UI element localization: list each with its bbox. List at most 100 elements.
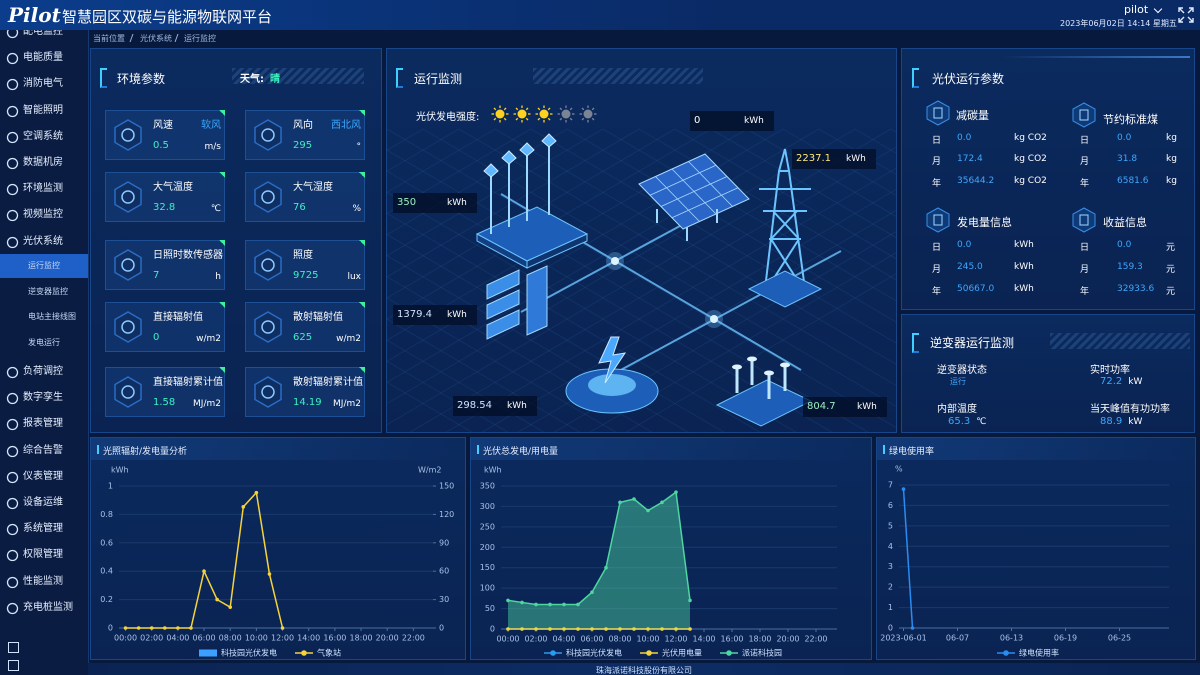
- card-name: 直接辐射值: [153, 312, 203, 323]
- menu-item[interactable]: 数字孪生: [23, 392, 63, 404]
- x-tick-label: 08:00: [219, 634, 242, 643]
- menu-item[interactable]: 智能照明: [23, 104, 63, 116]
- icon-hexagon: [926, 207, 950, 233]
- sidebar-tool: [8, 642, 19, 653]
- submenu-item[interactable]: 发电运行: [28, 338, 60, 348]
- param-unit: kg: [1166, 133, 1177, 143]
- intensity-label: 光伏发电强度:: [416, 112, 480, 123]
- x-tick-label: 14:00: [297, 634, 320, 643]
- card-unit: lux: [347, 272, 361, 282]
- menu-item[interactable]: 系统管理: [23, 523, 63, 535]
- menu-item[interactable]: 空调系统: [23, 130, 63, 142]
- icon-hexagon: [114, 119, 142, 151]
- menu-item[interactable]: 消防电气: [23, 78, 63, 90]
- menu-item[interactable]: 负荷调控: [23, 366, 63, 377]
- menu-item[interactable]: 综合告警: [23, 444, 63, 456]
- y-axis-label: kWh: [484, 466, 502, 475]
- param-unit: kg CO2: [1014, 154, 1047, 164]
- chart-title: 光伏总发电/用电量: [483, 447, 559, 457]
- y-tick-label: 1: [888, 603, 893, 612]
- sidebar: [0, 30, 89, 675]
- group-icon: [926, 100, 950, 126]
- y-tick-label: 50: [485, 604, 495, 613]
- icon-hexagon: [926, 100, 950, 126]
- menu-item[interactable]: 电能质量: [23, 52, 63, 64]
- menu-item[interactable]: 视频监控: [23, 209, 63, 221]
- icon-hexagon: [254, 119, 282, 151]
- menu-item[interactable]: 报表管理: [23, 418, 63, 430]
- diagram-grid: [387, 318, 581, 432]
- card-value: 32.8: [153, 202, 176, 213]
- fullscreen-icon[interactable]: [1177, 6, 1195, 24]
- point: [632, 497, 636, 501]
- breadcrumb-item[interactable]: 当前位置: [93, 34, 125, 43]
- point: [562, 602, 566, 607]
- menu-item[interactable]: 数据机房: [23, 157, 63, 168]
- center-core: [588, 374, 636, 396]
- x-tick-label: 00:00: [496, 635, 519, 644]
- menu-item[interactable]: 性能监测: [23, 575, 63, 587]
- menu-item[interactable]: 设备运维: [23, 497, 63, 508]
- point: [688, 627, 692, 631]
- point: [590, 627, 594, 631]
- menu-item[interactable]: 光伏系统: [23, 235, 63, 247]
- legend-label[interactable]: 光伏用电量: [662, 648, 702, 658]
- legend-swatch: [550, 650, 556, 656]
- y-tick-label: 100: [480, 584, 495, 593]
- menu-icon: [6, 576, 19, 588]
- sun-ray: [559, 107, 563, 111]
- point: [123, 626, 128, 630]
- y-tick-label: 150: [480, 563, 495, 572]
- card-value: 0: [153, 332, 160, 343]
- breadcrumb-item[interactable]: 光伏系统: [140, 34, 172, 43]
- menu-icon: [6, 105, 19, 117]
- y-tick-label: 6: [888, 501, 893, 510]
- y-axis-label: kWh: [111, 466, 129, 475]
- submenu-item[interactable]: 逆变器监控: [28, 286, 68, 296]
- param-value: 35644.2: [957, 176, 995, 186]
- point: [688, 598, 692, 603]
- menu-item[interactable]: 环境监测: [23, 183, 63, 195]
- menu-item[interactable]: 配电监控: [23, 26, 63, 37]
- menu-item[interactable]: 仪表管理: [23, 470, 63, 482]
- y2-tick-label: 120: [439, 510, 454, 519]
- card-value: 625: [293, 332, 313, 343]
- y2-tick-label: 60: [439, 567, 449, 576]
- tower-base: [747, 270, 823, 308]
- sun-ray: [581, 107, 585, 111]
- icon-symbol: [261, 190, 275, 204]
- y-tick-label: 7: [888, 481, 893, 490]
- card-extra: 西北风: [331, 120, 361, 131]
- submenu-item[interactable]: 运行监控: [28, 261, 60, 270]
- inverter-value: 65.3: [948, 416, 971, 427]
- card-corner: [359, 302, 365, 308]
- x-tick-label: 02:00: [524, 635, 547, 644]
- legend-label[interactable]: 派诺科技园: [742, 648, 782, 658]
- user-name[interactable]: pilot: [1124, 3, 1149, 16]
- legend-label[interactable]: 科技园光伏发电: [221, 648, 277, 658]
- y-tick-label: 300: [480, 502, 495, 511]
- card-corner: [219, 172, 225, 178]
- card-icon: [114, 311, 142, 343]
- y-tick-label: 4: [888, 542, 893, 551]
- reading-value: 350: [397, 197, 417, 208]
- point: [604, 565, 608, 570]
- submenu-item[interactable]: 电站主接线图: [28, 312, 76, 322]
- card-unit: ℃: [210, 204, 221, 214]
- menu-item[interactable]: 权限管理: [23, 549, 63, 561]
- icon-shape: [6, 497, 19, 510]
- card-extra: 软风: [201, 120, 221, 131]
- glow-dot: [710, 315, 718, 323]
- chart-header-mark: [477, 445, 479, 454]
- inverter-unit: kW: [1128, 417, 1143, 427]
- param-unit: 元: [1166, 265, 1176, 275]
- title-hatch: [232, 68, 364, 84]
- legend-label[interactable]: 绿电使用率: [1019, 648, 1059, 658]
- diagram-grid: [387, 360, 509, 432]
- legend-label[interactable]: 科技园光伏发电: [566, 648, 622, 658]
- legend-label[interactable]: 气象站: [317, 648, 341, 658]
- reading-box: [803, 397, 887, 417]
- inverter-name: 实时功率: [1090, 365, 1130, 376]
- menu-item[interactable]: 充电桩监测: [23, 601, 73, 613]
- point: [901, 487, 906, 491]
